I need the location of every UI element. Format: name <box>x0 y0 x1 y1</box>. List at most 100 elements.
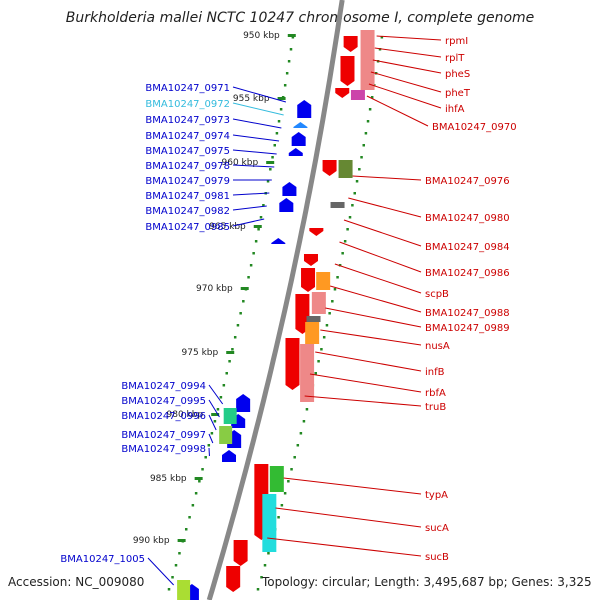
track-dot <box>233 336 237 339</box>
gene-block[interactable] <box>350 90 365 100</box>
left-gene-label[interactable]: BMA10247_0971 <box>145 83 230 94</box>
scale-tick-label: 975 kbp <box>182 348 219 358</box>
track-dot <box>296 444 300 447</box>
gene-arrow-forward[interactable] <box>233 540 248 566</box>
gene-block[interactable] <box>223 408 237 424</box>
gene-arrow-reverse[interactable] <box>282 182 297 196</box>
track-dot <box>201 468 204 471</box>
right-gene-label[interactable]: BMA10247_0976 <box>425 176 510 187</box>
gene-arrow-forward[interactable] <box>226 566 241 592</box>
scale-tick <box>287 34 296 37</box>
gene-arrow-reverse[interactable] <box>288 148 303 156</box>
gene-block[interactable] <box>177 580 191 600</box>
leader-line <box>232 164 275 168</box>
right-gene-label[interactable]: typA <box>425 490 448 501</box>
left-gene-label[interactable]: BMA10247_0997 <box>121 430 206 441</box>
gene-block[interactable] <box>330 202 345 208</box>
left-gene-label[interactable]: BMA10247_0973 <box>145 115 230 126</box>
left-gene-label[interactable]: BMA10247_0996 <box>121 411 206 422</box>
gene-block[interactable] <box>316 272 331 290</box>
gene-arrow-reverse[interactable] <box>271 238 286 244</box>
track-dot <box>184 528 188 531</box>
right-gene-label[interactable]: rplT <box>445 53 465 64</box>
gene-arrow-forward[interactable] <box>309 228 324 236</box>
gene-block[interactable] <box>306 316 321 322</box>
gene-arrow-forward[interactable] <box>340 56 355 86</box>
right-gene-label[interactable]: ihfA <box>445 104 465 115</box>
gene-arrow-reverse[interactable] <box>297 100 312 118</box>
leader-line <box>208 414 217 431</box>
track-dot <box>247 276 250 279</box>
right-gene-label[interactable]: pheS <box>445 69 470 80</box>
left-gene-label[interactable]: BMA10247_0975 <box>145 146 230 157</box>
right-gene-label[interactable]: BMA10247_0989 <box>425 323 510 334</box>
left-gene-label[interactable]: BMA10247_0982 <box>145 206 230 217</box>
gene-arrow-reverse[interactable] <box>293 122 308 128</box>
gene-arrow-reverse[interactable] <box>222 450 237 462</box>
track-dot <box>263 564 267 567</box>
scale-tick-label: 990 kbp <box>133 536 170 546</box>
leader-line <box>232 118 282 129</box>
left-gene-label[interactable]: BMA10247_0974 <box>145 131 230 142</box>
right-gene-label[interactable]: pheT <box>445 88 471 99</box>
gene-arrow-reverse[interactable] <box>279 198 294 212</box>
left-gene-label[interactable]: BMA10247_0972 <box>145 99 230 110</box>
gene-arrow-reverse[interactable] <box>291 132 306 146</box>
track-dot <box>198 480 201 483</box>
leader-line <box>304 395 422 407</box>
left-gene-label[interactable]: BMA10247_0981 <box>145 191 230 202</box>
right-gene-label[interactable]: nusA <box>425 341 450 352</box>
gene-arrow-forward[interactable] <box>343 36 358 52</box>
track-dot <box>188 516 191 519</box>
left-gene-label[interactable]: BMA10247_0979 <box>145 176 230 187</box>
gene-block[interactable] <box>360 30 375 90</box>
leader-line <box>334 263 422 294</box>
track-dot <box>368 108 372 111</box>
right-gene-label[interactable]: truB <box>425 402 446 413</box>
right-gene-label[interactable]: BMA10247_0970 <box>432 122 517 133</box>
right-gene-label[interactable]: scpB <box>425 289 449 300</box>
left-gene-label[interactable]: BMA10247_1005 <box>60 554 145 565</box>
right-gene-label[interactable]: BMA10247_0986 <box>425 268 510 279</box>
track-dot <box>287 480 290 483</box>
gene-block[interactable] <box>269 466 284 492</box>
summary-text: Topology: circular; Length: 3,495,687 bp… <box>262 575 592 589</box>
gene-block[interactable] <box>219 426 233 444</box>
track-dot <box>362 144 366 147</box>
track-dot <box>273 144 277 147</box>
gene-block[interactable] <box>305 322 320 344</box>
gene-arrow-reverse[interactable] <box>236 394 251 412</box>
gene-block[interactable] <box>262 494 277 552</box>
leader-line <box>315 351 422 372</box>
track-dot <box>259 216 263 219</box>
left-gene-label[interactable]: BMA10247_0978 <box>145 161 230 172</box>
gene-block[interactable] <box>338 160 353 178</box>
right-gene-label[interactable]: infB <box>425 367 445 378</box>
gene-arrow-forward[interactable] <box>301 268 316 292</box>
right-gene-label[interactable]: BMA10247_0984 <box>425 242 510 253</box>
leader-line <box>330 285 422 313</box>
gene-arrow-forward[interactable] <box>322 160 337 176</box>
scale-tick <box>266 161 275 164</box>
right-gene-label[interactable]: rbfA <box>425 388 446 399</box>
right-gene-label[interactable]: BMA10247_0988 <box>425 308 510 319</box>
gene-arrow-forward[interactable] <box>285 338 300 390</box>
track-dot <box>317 360 320 363</box>
gene-arrow-forward[interactable] <box>303 254 318 266</box>
right-gene-label[interactable]: sucB <box>425 552 449 563</box>
right-gene-label[interactable]: sucA <box>425 523 449 534</box>
right-gene-label[interactable]: BMA10247_0980 <box>425 213 510 224</box>
left-gene-label[interactable]: BMA10247_0998 <box>121 444 206 455</box>
track-dot <box>262 204 265 207</box>
gene-arrow-forward[interactable] <box>335 88 350 98</box>
left-gene-label[interactable]: BMA10247_0985 <box>145 222 230 233</box>
track-dot <box>178 552 181 555</box>
left-gene-label[interactable]: BMA10247_0994 <box>121 381 206 392</box>
right-gene-label[interactable]: rpmI <box>445 36 468 47</box>
scale-tick <box>240 287 249 290</box>
left-gene-label[interactable]: BMA10247_0995 <box>121 396 206 407</box>
gene-block[interactable] <box>311 292 326 314</box>
leader-line <box>376 35 442 41</box>
gene-block[interactable] <box>300 344 315 402</box>
